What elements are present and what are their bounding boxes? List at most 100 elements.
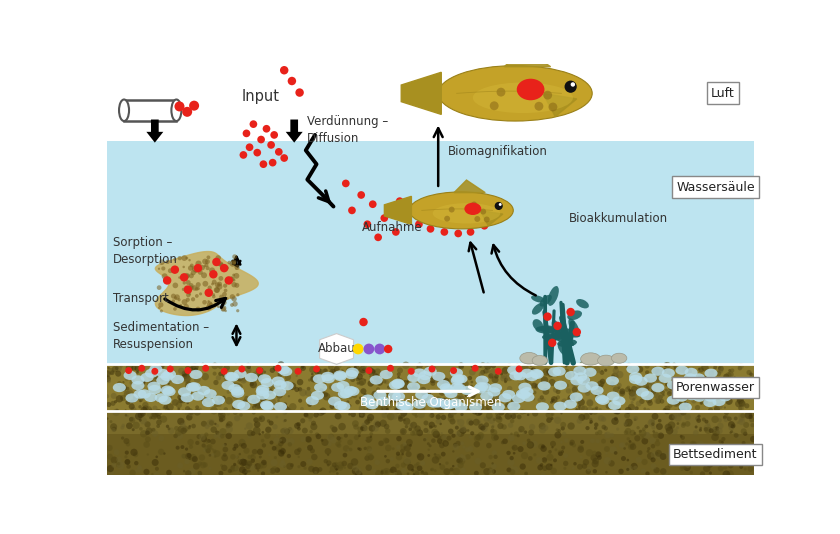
Circle shape (604, 368, 607, 372)
Circle shape (461, 406, 468, 413)
Circle shape (270, 459, 278, 466)
Circle shape (150, 412, 157, 420)
Circle shape (724, 406, 726, 409)
Circle shape (209, 303, 213, 307)
Circle shape (604, 426, 608, 430)
Circle shape (596, 451, 601, 458)
Ellipse shape (256, 390, 270, 399)
Circle shape (711, 415, 719, 423)
Circle shape (625, 442, 628, 445)
Circle shape (585, 426, 590, 430)
Circle shape (529, 382, 532, 385)
Circle shape (643, 407, 646, 410)
Circle shape (387, 413, 395, 420)
Circle shape (704, 424, 711, 431)
Circle shape (457, 419, 465, 426)
Circle shape (400, 410, 407, 417)
Circle shape (526, 368, 533, 375)
Circle shape (278, 450, 281, 452)
Circle shape (696, 416, 701, 421)
Circle shape (423, 371, 430, 378)
Circle shape (470, 384, 473, 388)
Circle shape (277, 374, 281, 378)
Circle shape (267, 419, 270, 423)
Circle shape (651, 451, 658, 459)
Circle shape (428, 366, 435, 373)
Circle shape (665, 389, 668, 391)
Circle shape (343, 445, 349, 452)
Circle shape (223, 382, 228, 386)
Circle shape (749, 464, 752, 467)
Ellipse shape (237, 402, 250, 411)
Circle shape (416, 462, 420, 466)
Circle shape (298, 399, 302, 403)
Ellipse shape (554, 402, 567, 411)
Circle shape (296, 375, 298, 377)
Circle shape (195, 441, 199, 445)
Circle shape (120, 365, 123, 368)
Circle shape (175, 101, 185, 112)
Circle shape (157, 285, 161, 290)
Circle shape (337, 465, 344, 471)
Circle shape (737, 452, 743, 459)
Circle shape (616, 396, 621, 401)
Circle shape (727, 371, 733, 378)
Circle shape (644, 364, 649, 368)
Circle shape (666, 452, 673, 459)
Circle shape (373, 469, 376, 473)
Circle shape (225, 433, 232, 439)
Circle shape (628, 440, 632, 443)
Circle shape (359, 396, 362, 399)
Circle shape (249, 120, 257, 128)
Circle shape (681, 457, 686, 461)
Circle shape (702, 382, 707, 387)
Circle shape (456, 396, 461, 400)
Circle shape (186, 297, 190, 302)
Circle shape (581, 405, 588, 413)
Circle shape (499, 203, 501, 206)
Circle shape (728, 421, 735, 428)
Circle shape (335, 468, 338, 471)
Circle shape (732, 385, 736, 389)
Ellipse shape (507, 402, 520, 411)
Circle shape (722, 437, 726, 441)
Circle shape (238, 459, 243, 465)
Circle shape (199, 292, 202, 295)
Ellipse shape (522, 392, 534, 402)
Ellipse shape (509, 371, 522, 380)
Circle shape (652, 413, 659, 420)
Circle shape (239, 366, 245, 373)
Circle shape (259, 456, 262, 459)
Circle shape (189, 394, 192, 397)
Circle shape (252, 406, 255, 408)
Circle shape (528, 456, 533, 461)
Circle shape (660, 380, 664, 384)
Ellipse shape (585, 381, 599, 390)
Circle shape (491, 398, 496, 403)
Circle shape (146, 382, 150, 386)
Circle shape (395, 407, 401, 413)
Circle shape (732, 376, 738, 382)
Circle shape (334, 462, 338, 465)
Circle shape (256, 367, 263, 374)
Circle shape (376, 390, 379, 394)
Circle shape (314, 367, 321, 374)
Circle shape (512, 452, 516, 454)
Ellipse shape (569, 318, 580, 336)
Ellipse shape (532, 303, 543, 315)
Circle shape (298, 387, 302, 391)
Circle shape (665, 383, 669, 387)
Circle shape (504, 380, 507, 383)
Circle shape (721, 441, 724, 444)
Circle shape (727, 470, 734, 478)
Circle shape (357, 447, 360, 450)
Circle shape (126, 415, 129, 417)
Circle shape (531, 396, 533, 398)
Circle shape (541, 444, 545, 449)
Circle shape (244, 406, 246, 409)
Circle shape (342, 387, 349, 393)
Circle shape (352, 387, 356, 391)
Circle shape (458, 380, 464, 386)
Circle shape (496, 417, 498, 420)
Circle shape (423, 428, 428, 433)
